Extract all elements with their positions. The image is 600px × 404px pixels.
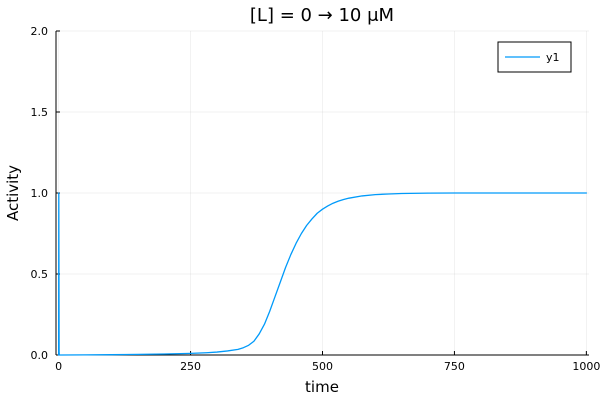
y-tick-label: 2.0 [31,25,49,38]
y-tick-label: 1.5 [31,106,49,119]
x-tick-label: 1000 [572,360,600,373]
x-tick-label: 750 [444,360,465,373]
y-tick-label: 0.0 [31,349,49,362]
x-axis-label: time [305,378,339,396]
legend: y1 [498,42,571,72]
legend-label-y1: y1 [546,51,560,64]
chart-title: [L] = 0 → 10 μM [250,5,394,26]
y-tick-label: 1.0 [31,187,49,200]
x-tick-label: 500 [312,360,333,373]
x-tick-label: 250 [180,360,201,373]
x-tick-label: 0 [55,360,62,373]
y-tick-label: 0.5 [31,268,49,281]
y-axis-label: Activity [4,165,22,221]
